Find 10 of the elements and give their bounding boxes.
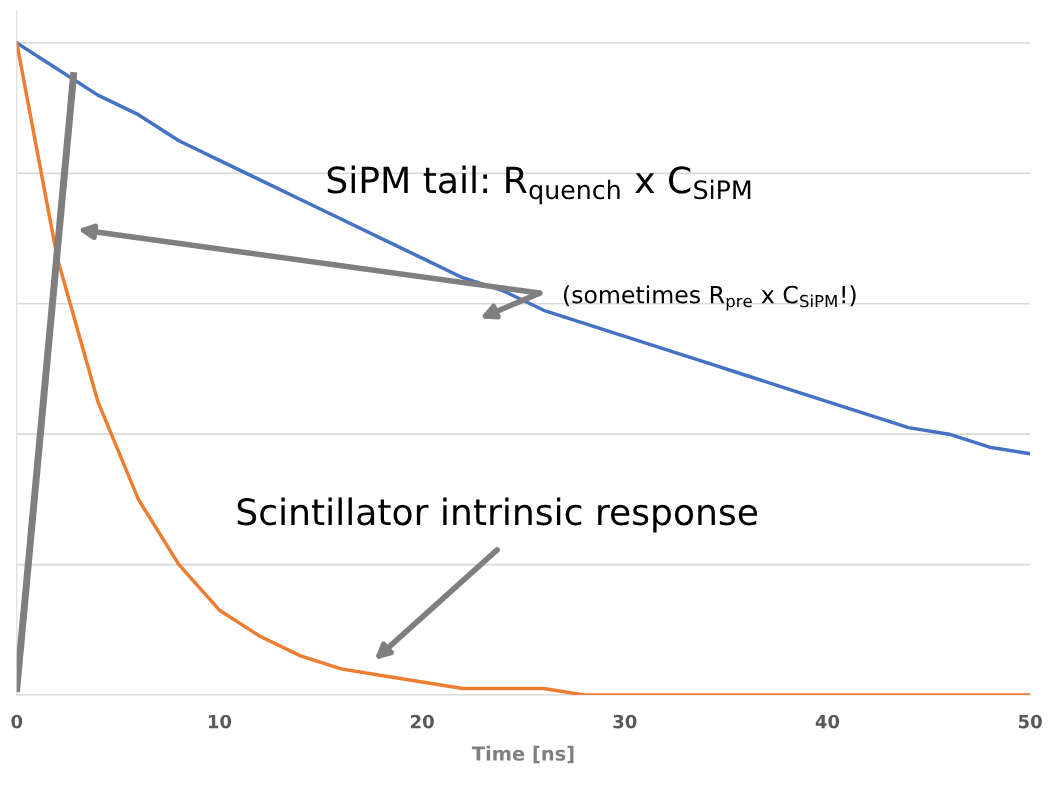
x-tick-label: 0 — [11, 714, 23, 729]
x-axis-title: Time [ns] — [471, 745, 574, 764]
annotation: SiPM tail: R$_{quench}$ x C$_{SiPM}$ — [327, 165, 751, 205]
annotation: (sometimes R$_{pre}$ x C$_{SiPM}$!) — [563, 285, 856, 311]
x-tick-label: 50 — [1018, 714, 1042, 729]
annotation: Scintillator intrinsic response — [237, 497, 758, 533]
x-tick-label: 40 — [815, 714, 840, 729]
x-tick-label: 30 — [613, 714, 637, 729]
x-tick-label: 10 — [208, 714, 232, 729]
x-tick-label: 20 — [410, 714, 434, 729]
